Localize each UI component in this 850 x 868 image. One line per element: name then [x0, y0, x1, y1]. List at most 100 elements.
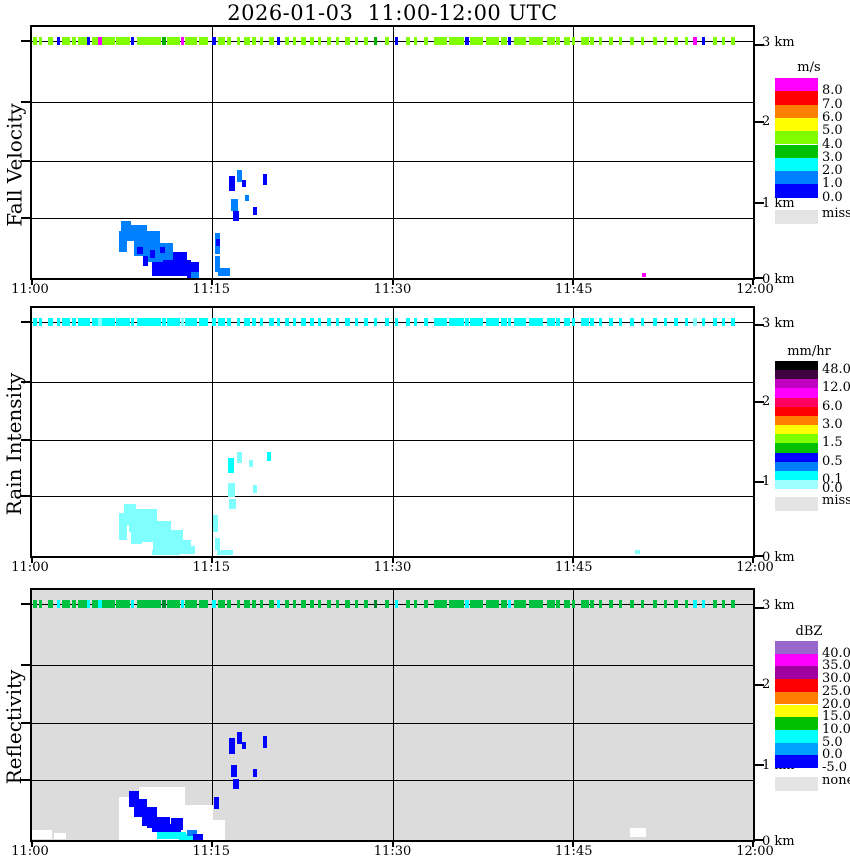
colorbar-swatch [775, 415, 818, 426]
echo-mark [608, 599, 613, 608]
echo-region [228, 498, 237, 509]
time-label: 11:30 [373, 844, 412, 859]
height-tick-right [755, 401, 764, 404]
echo-mark [546, 36, 555, 45]
height-gridline [32, 496, 753, 498]
echo-mark [218, 317, 226, 326]
echo-mark [251, 317, 256, 326]
echo-mark [33, 36, 38, 45]
colorbar-tick-label: 25.0 [822, 683, 850, 699]
echo-mark [441, 599, 447, 608]
echo-mark [300, 599, 306, 608]
echo-region [171, 818, 184, 830]
colorbar-swatch [775, 397, 818, 407]
height-tick-right [755, 839, 764, 841]
time-label: 11:15 [192, 560, 230, 575]
echo-mark [131, 36, 135, 45]
echo-mark [501, 317, 508, 326]
echo-mark [155, 599, 162, 608]
echo-mark [136, 317, 145, 326]
echo-region [149, 250, 155, 259]
echo-region [161, 824, 182, 836]
echo-mark [198, 36, 205, 45]
colorbar-tick-label: 0.0 [822, 189, 843, 205]
echo-region [215, 538, 221, 551]
echo-mark [91, 36, 98, 45]
colorbar-tick-label: 35.0 [822, 658, 850, 674]
echo-mark [590, 36, 595, 45]
time-tick [31, 280, 33, 285]
echo-mark [285, 36, 290, 45]
time-gridline [392, 27, 394, 278]
height-gridline [32, 217, 753, 219]
echo-mark [166, 317, 177, 326]
echo-mark [293, 599, 296, 608]
echo-mark [546, 317, 555, 326]
echo-mark [236, 36, 240, 45]
panel-rain-intensity [21, 306, 764, 563]
height-tick-left [21, 101, 30, 104]
echo-mark [590, 317, 595, 326]
colorbar-swatch [775, 641, 818, 654]
echo-mark [556, 599, 561, 608]
echo-mark [564, 36, 571, 45]
echo-region [233, 779, 239, 789]
time-tick [571, 842, 574, 847]
echo-mark [144, 599, 157, 608]
colorbar-tick-label: 2.0 [822, 163, 843, 179]
colorbar-title-reflectivity-scale: dBZ [795, 624, 823, 639]
echo-mark [730, 36, 735, 45]
echo-mark [458, 599, 465, 608]
time-gridline [392, 308, 394, 556]
colorbar-swatch [775, 434, 818, 444]
colorbar-swatch [775, 679, 818, 692]
time-tick [571, 280, 574, 285]
echo-mark [86, 317, 90, 326]
echo-mark [309, 36, 314, 45]
echo-mark [414, 599, 418, 608]
echo-region [252, 485, 257, 493]
echo-region [262, 173, 268, 186]
echo-mark [730, 317, 735, 326]
echo-region [131, 528, 142, 545]
colorbar-swatch [775, 91, 818, 105]
time-label: 12:00 [736, 282, 774, 297]
echo-mark [629, 36, 634, 45]
time-tick [752, 558, 754, 563]
time-tick [752, 280, 754, 285]
echo-mark [580, 317, 589, 326]
echo-region [173, 252, 187, 263]
echo-mark [521, 317, 526, 326]
height-label: 0 km [762, 834, 795, 849]
echo-mark [39, 599, 43, 608]
height-gridline [32, 723, 753, 725]
echo-mark [161, 599, 166, 608]
colorbar-swatch [775, 470, 818, 480]
time-tick [211, 842, 214, 847]
time-label: 11:15 [192, 282, 230, 297]
echo-mark [192, 317, 197, 326]
echo-mark [277, 599, 281, 608]
echo-region [217, 550, 234, 555]
echo-mark [521, 36, 526, 45]
height-label: 3 km [762, 597, 795, 613]
colorbar-missing-swatch [775, 497, 818, 511]
echo-mark [513, 36, 522, 45]
echo-mark [166, 599, 177, 608]
echo-mark [251, 599, 256, 608]
echo-mark [335, 36, 339, 45]
echo-mark [192, 599, 197, 608]
echo-mark [618, 599, 622, 608]
echo-mark [521, 599, 526, 608]
colorbar-swatch [775, 370, 818, 380]
colorbar-swatch [775, 443, 818, 453]
panel-title-rain-intensity: Rain Intensity [2, 372, 26, 516]
colorbar-missing-label: miss [822, 206, 850, 221]
echo-mark [62, 36, 71, 45]
echo-mark [652, 36, 657, 45]
echo-region [215, 238, 221, 247]
echo-mark [458, 317, 465, 326]
echo-mark [464, 36, 469, 45]
echo-mark [56, 317, 60, 326]
time-label: 11:15 [192, 844, 230, 859]
